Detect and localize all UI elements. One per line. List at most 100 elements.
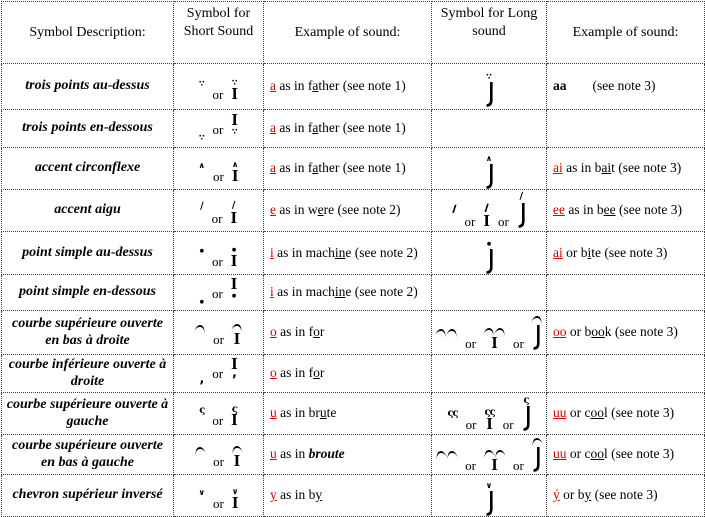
mark-arcL2-icon bbox=[483, 448, 506, 459]
example-segment: or b bbox=[559, 487, 585, 503]
symbol-group: ∵ bbox=[485, 73, 494, 107]
long-symbol-cell bbox=[431, 109, 547, 148]
mark-circ-icon: ∧ bbox=[485, 154, 493, 163]
short-symbol-cell: or I bbox=[173, 434, 264, 475]
short-bar-with-mark: ∕∕ I bbox=[483, 203, 490, 229]
example-segment: i bbox=[587, 244, 592, 260]
table-row: courbe supérieure ouverte en bas à droit… bbox=[1, 310, 705, 355]
mark-arcL2-icon bbox=[435, 449, 458, 460]
example-segment: aa bbox=[553, 78, 567, 94]
header-symbol-long-sound: Symbol for Long sound bbox=[431, 1, 547, 64]
mark-acute-icon: ∕ bbox=[519, 190, 522, 202]
long-example-cell: uu or cool (see note 3) bbox=[546, 392, 705, 435]
short-example-cell: o as in for bbox=[263, 354, 432, 393]
short-symbol-cell: ● or ● I bbox=[173, 231, 264, 275]
symbol-group: ‚ or I ‚ bbox=[199, 355, 238, 387]
example-segment: as in f bbox=[276, 120, 313, 136]
example-segment: as in f bbox=[276, 160, 313, 176]
mark-arcR2-icon bbox=[435, 327, 458, 338]
example-segment: uu bbox=[553, 405, 567, 421]
short-symbol-cell: ∵ or I ∵ bbox=[173, 109, 264, 148]
example-segment: uu bbox=[553, 446, 567, 462]
example-segment: as in br bbox=[276, 405, 320, 421]
short-example-cell: y as in by bbox=[263, 474, 432, 517]
short-bar-with-mark: ∕ I bbox=[230, 200, 238, 227]
long-bar-with-mark: ∕ bbox=[517, 190, 526, 228]
or-label: or bbox=[213, 331, 224, 347]
table-row: courbe inférieure ouverte à droite ‚ or I ‚ o… bbox=[1, 354, 705, 393]
short-bar-with-mark: ςς I bbox=[485, 408, 496, 433]
example-segment: ee bbox=[553, 202, 565, 218]
example-segment: (see note 3) bbox=[591, 487, 658, 503]
symbol-description-cell: accent aigu bbox=[1, 189, 174, 232]
short-bar-with-mark: ∵ I bbox=[231, 78, 238, 102]
example-segment: a bbox=[270, 120, 276, 136]
mark-curlL-icon: ς bbox=[199, 404, 205, 416]
example-segment: i bbox=[270, 284, 274, 300]
symbol-group: ∵ or I ∵ bbox=[199, 109, 239, 142]
short-bar-stroke-icon: I bbox=[231, 492, 239, 512]
example-segment: as in f bbox=[276, 324, 314, 340]
example-segment: (see note 3) bbox=[592, 78, 656, 94]
or-label: or bbox=[212, 121, 224, 137]
short-bar-stroke-icon: I bbox=[486, 413, 493, 433]
example-segment: a bbox=[270, 160, 276, 176]
example-segment: e bbox=[270, 202, 276, 218]
mark-arcL-icon bbox=[531, 436, 543, 447]
symbol-description-cell: point simple en-dessous bbox=[1, 274, 174, 311]
example-segment: in bbox=[334, 244, 346, 260]
or-label: or bbox=[211, 286, 223, 301]
short-bar-stroke-icon: I bbox=[231, 109, 239, 129]
long-example-cell: ai or bite (see note 3) bbox=[546, 231, 705, 275]
or-label: or bbox=[465, 335, 476, 351]
example-segment: (see note 3) bbox=[615, 202, 682, 218]
mark-dots3-icon: ∵ bbox=[231, 126, 238, 136]
symbol-description-cell: accent circonflexe bbox=[1, 147, 174, 190]
symbol-description-cell: courbe inférieure ouverte à droite bbox=[1, 354, 174, 393]
symbol-group: ς or ς I bbox=[199, 404, 238, 428]
example-segment: or b bbox=[566, 324, 592, 340]
mark-acute2-icon: ∕∕ bbox=[452, 203, 457, 215]
or-label: or bbox=[212, 365, 224, 381]
short-bar-stroke-icon: I bbox=[231, 165, 239, 185]
example-segment: a bbox=[312, 160, 319, 176]
short-symbol-cell: ς or ς I bbox=[173, 392, 264, 435]
or-label: or bbox=[212, 86, 224, 102]
example-segment: r bbox=[319, 324, 325, 340]
short-bar-with-mark: I ‚ bbox=[231, 355, 238, 381]
short-bar-stroke-icon: I bbox=[230, 274, 238, 293]
short-symbol-cell: ∵ or ∵ I bbox=[173, 63, 264, 110]
mark-circ-icon: ∧ bbox=[198, 160, 206, 170]
mark-dot-icon: ● bbox=[231, 246, 237, 253]
mark-arcR2-icon bbox=[483, 326, 506, 337]
example-segment: u bbox=[270, 446, 277, 462]
example-segment: o bbox=[313, 365, 320, 381]
symbol-group: ∧ or ∧ I bbox=[198, 160, 239, 185]
mark-caron-icon: ∨ bbox=[485, 481, 493, 490]
long-bar-stroke-icon bbox=[485, 82, 493, 107]
example-segment: ai bbox=[553, 160, 563, 176]
symbol-group: or I bbox=[194, 322, 243, 347]
short-bar-with-mark: ∨ I bbox=[231, 487, 239, 512]
long-bar-stroke-icon bbox=[485, 491, 493, 516]
example-segment: a bbox=[270, 78, 276, 94]
or-label: or bbox=[513, 457, 524, 473]
long-symbol-cell bbox=[431, 274, 547, 311]
short-bar-stroke-icon: I bbox=[230, 207, 238, 227]
long-symbol-cell: ∨ bbox=[431, 474, 547, 517]
symbol-group: ● bbox=[485, 240, 494, 274]
or-label: or bbox=[211, 253, 223, 269]
short-bar-with-mark: ● I bbox=[231, 246, 238, 269]
mark-dot-icon: ● bbox=[199, 299, 204, 305]
symbol-description-cell: trois points au-dessus bbox=[1, 63, 174, 110]
mark-arcL-icon bbox=[194, 445, 206, 456]
example-segment: as in b bbox=[276, 487, 316, 503]
short-example-cell: e as in were (see note 2) bbox=[263, 189, 432, 232]
short-example-cell: i as in machine (see note 2) bbox=[263, 274, 432, 311]
mark-arcL-icon bbox=[231, 444, 243, 455]
